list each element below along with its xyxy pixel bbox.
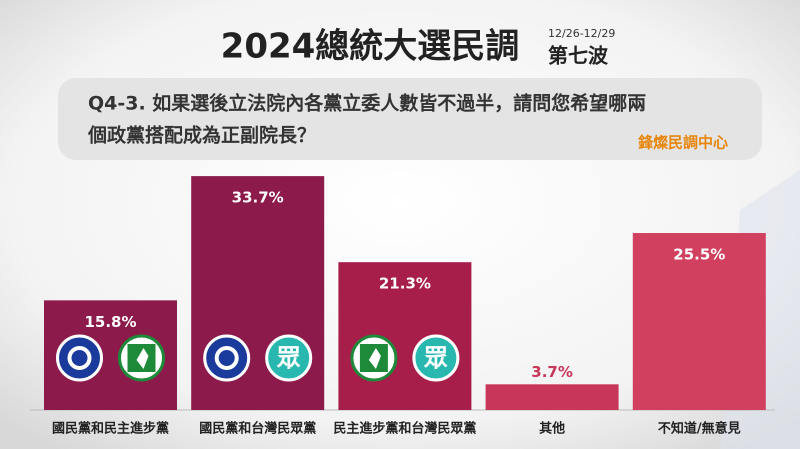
x-tick-label: 國民黨和台灣民眾黨: [199, 421, 316, 437]
x-tick-label: 國民黨和民主進步黨: [52, 421, 169, 437]
x-tick-label: 其他: [539, 421, 565, 437]
tpp-logo-text: 眾: [423, 344, 448, 372]
date-range: 12/26-12/29: [548, 27, 615, 40]
title: 2024總統大選民調: [221, 27, 520, 67]
bar: [632, 233, 766, 410]
bar: [338, 262, 472, 410]
bar: [485, 384, 619, 410]
value-label: 3.7%: [531, 363, 573, 381]
dpp-logo-island: [136, 348, 149, 369]
kmt-logo-core: [71, 350, 88, 366]
question-panel: [58, 78, 762, 160]
value-label: 33.7%: [232, 189, 284, 207]
question-line: Q4-3. 如果選後立法院內各黨立委人數皆不過半，請問您希望哪兩: [88, 92, 646, 115]
value-label: 25.5%: [673, 246, 725, 264]
dpp-logo-island: [368, 348, 381, 369]
x-tick-label: 不知道/無意見: [658, 421, 741, 437]
tpp-logo: [412, 334, 460, 382]
wave: 第七波: [548, 44, 609, 68]
question-line: 個政黨搭配成為正副院長？: [87, 124, 316, 147]
tpp-logo: [265, 334, 313, 382]
tpp-logo-text: 眾: [276, 344, 301, 372]
kmt-logo-core: [218, 350, 235, 366]
x-tick-label: 民主進步黨和台灣民眾黨: [333, 421, 476, 437]
value-label: 15.8%: [84, 313, 136, 331]
value-label: 21.3%: [379, 275, 431, 293]
source: 鋒燦民調中心: [637, 134, 728, 152]
